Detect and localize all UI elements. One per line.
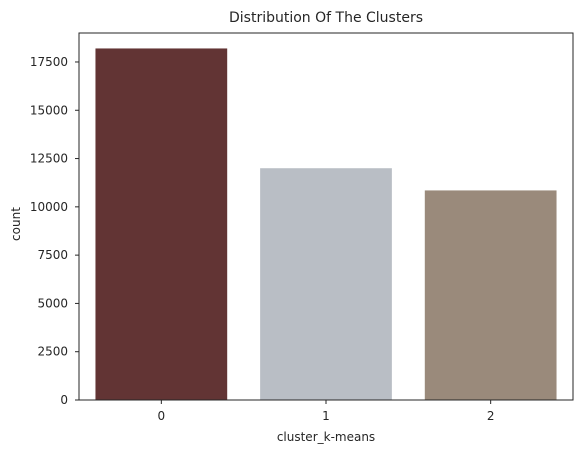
x-axis-label: cluster_k-means bbox=[277, 430, 375, 444]
y-tick-label: 5000 bbox=[37, 296, 68, 310]
bar-cluster-1 bbox=[260, 168, 392, 400]
x-axis-ticks: 0 1 2 bbox=[158, 400, 495, 423]
y-tick-label: 12500 bbox=[30, 152, 68, 166]
x-tick-label: 0 bbox=[158, 409, 166, 423]
x-tick-label: 1 bbox=[322, 409, 330, 423]
bar-cluster-0 bbox=[95, 48, 228, 400]
bars bbox=[95, 48, 557, 400]
plot-frame bbox=[78, 32, 574, 401]
y-tick-label: 0 bbox=[60, 393, 68, 407]
y-axis-ticks: 0 2500 5000 7500 10000 12500 15000 17500 bbox=[30, 55, 79, 407]
y-tick-label: 2500 bbox=[37, 345, 68, 359]
y-tick-label: 17500 bbox=[30, 55, 68, 69]
x-tick-label: 2 bbox=[487, 409, 495, 423]
y-tick-label: 7500 bbox=[37, 248, 68, 262]
bar-cluster-2 bbox=[424, 190, 557, 400]
y-tick-label: 10000 bbox=[30, 200, 68, 214]
y-tick-label: 15000 bbox=[30, 103, 68, 117]
y-axis-label: count bbox=[9, 207, 23, 241]
chart-title: Distribution Of The Clusters bbox=[229, 10, 423, 26]
